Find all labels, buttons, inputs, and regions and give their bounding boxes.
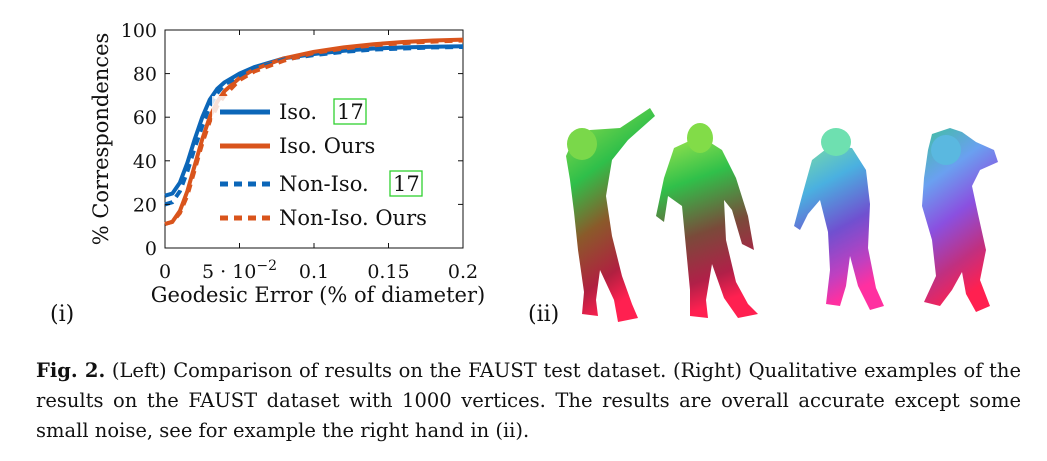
x-tick-label: 0.15	[367, 261, 409, 283]
mesh-example-2	[656, 123, 758, 318]
legend-label: Iso. Ours	[279, 134, 375, 158]
mesh-shape	[656, 136, 758, 318]
caption-label: Fig. 2.	[36, 359, 106, 382]
y-tick-label: 20	[133, 194, 157, 216]
x-tick-label: 0.2	[448, 261, 478, 283]
citation-box	[389, 170, 423, 197]
ticks-layer: 0 20 40 60 80 100 0 5 · 10−2 0.1 0.15 0.2	[121, 20, 478, 283]
series-line-2	[164, 45, 464, 207]
legend-label: Non-Iso. Ours	[279, 206, 427, 230]
mesh-head	[687, 123, 713, 153]
panel-label-right: (ii)	[528, 302, 559, 327]
series-line-3	[164, 38, 464, 226]
figure: 0 20 40 60 80 100 0 5 · 10−2 0.1 0.15 0.2 % Corres…	[50, 20, 998, 327]
x-tick-label: 0.1	[299, 261, 329, 283]
citation-box	[333, 98, 367, 125]
caption-text: (Left) Comparison of results on the FAUS…	[36, 359, 1021, 442]
mesh-head	[821, 128, 851, 156]
mesh-shape	[566, 108, 655, 322]
legend-entry-non-iso-ours: Non-Iso. Ours	[220, 206, 427, 230]
citation-number: 17	[337, 100, 364, 124]
y-tick-label: 80	[133, 64, 157, 86]
y-tick-label: 40	[133, 151, 157, 173]
legend-entry-iso-17: Iso. 17	[220, 98, 367, 125]
x-tick-label: 5 · 10−2	[202, 258, 277, 283]
correspondence-chart: 0 20 40 60 80 100 0 5 · 10−2 0.1 0.15 0.2 % Corres…	[89, 20, 485, 307]
citation-number: 17	[393, 172, 420, 196]
legend-background	[212, 96, 458, 236]
mesh-head	[931, 135, 961, 165]
legend-label: Iso.	[279, 100, 317, 124]
y-tick-label: 0	[145, 238, 157, 260]
mesh-example-4	[922, 128, 998, 312]
series-layer	[164, 37, 464, 226]
mesh-example-3	[794, 128, 884, 310]
y-axis-label: % Correspondences	[89, 33, 113, 246]
mesh-head	[567, 128, 597, 160]
panel-label-left: (i)	[50, 302, 74, 327]
figure-caption: Fig. 2. (Left) Comparison of results on …	[36, 356, 1021, 446]
legend: Iso. 17 Iso. Ours Non-Iso. 17 Non-Iso. O…	[212, 96, 458, 236]
legend-label: Non-Iso.	[279, 172, 369, 196]
x-tick-label: 0	[159, 261, 171, 283]
mesh-example-1	[566, 108, 655, 322]
y-tick-label: 100	[121, 20, 157, 42]
x-axis-label: Geodesic Error (% of diameter)	[151, 283, 485, 307]
y-tick-label: 60	[133, 107, 157, 129]
mesh-shape	[794, 146, 884, 310]
legend-entry-non-iso-17: Non-Iso. 17	[220, 170, 423, 197]
mesh-shape	[922, 128, 998, 312]
legend-entry-iso-ours: Iso. Ours	[220, 134, 375, 158]
